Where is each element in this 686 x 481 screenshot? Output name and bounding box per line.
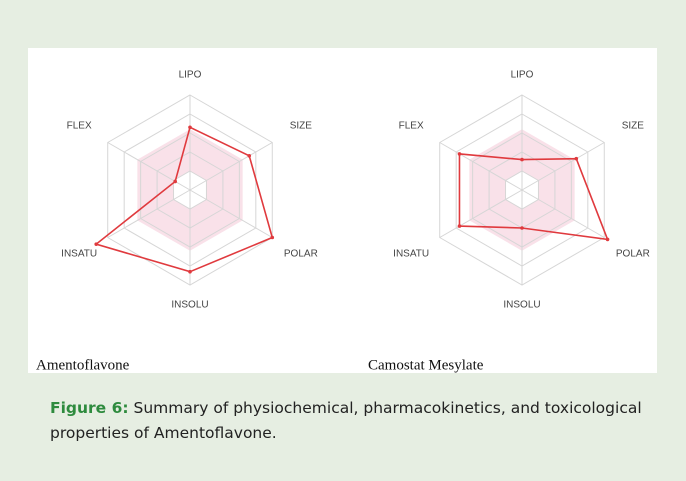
axis-label: SIZE — [622, 121, 645, 132]
caption-label: Figure 6: — [50, 399, 129, 417]
axis-label: FLEX — [67, 121, 92, 132]
axis-label: FLEX — [399, 121, 424, 132]
data-point — [520, 157, 524, 162]
axis-label: INSATU — [61, 249, 97, 260]
compound-name: Amentoflavone — [36, 357, 130, 373]
caption: Figure 6: Summary of physiochemical, pha… — [50, 396, 650, 446]
data-polygon — [94, 126, 274, 273]
axis-label: SIZE — [290, 121, 313, 132]
axis-label: LIPO — [511, 70, 534, 81]
axis-label: INSOLU — [503, 300, 540, 311]
spoke — [189, 142, 273, 191]
caption-text: Summary of physiochemical, pharmacokinet… — [50, 399, 642, 442]
spoke — [189, 189, 273, 238]
figure: LIPO SIZE POLAR INSOLU INSATU FLEX Amentoflavo… — [36, 70, 650, 374]
spoke — [439, 142, 523, 191]
data-point — [457, 224, 462, 228]
axis-label: POLAR — [284, 249, 318, 260]
data-point — [574, 156, 579, 161]
data-point — [188, 125, 192, 130]
spoke — [439, 189, 523, 238]
data-point — [270, 235, 275, 240]
data-point — [173, 179, 177, 184]
spoke — [521, 189, 605, 238]
data-point — [457, 152, 462, 156]
axis-label: LIPO — [179, 70, 202, 81]
axis-label: INSATU — [393, 249, 429, 260]
data-point — [94, 242, 99, 246]
spoke — [521, 142, 605, 191]
spoke — [107, 189, 191, 238]
data-point — [605, 237, 610, 242]
data-point — [247, 154, 252, 158]
axis-label: INSOLU — [171, 300, 208, 311]
data-point — [188, 269, 192, 274]
compound-name: Camostat Mesylate — [368, 357, 484, 373]
data-point — [520, 226, 524, 230]
optimal-range — [137, 129, 243, 251]
axis-label: POLAR — [616, 249, 650, 260]
